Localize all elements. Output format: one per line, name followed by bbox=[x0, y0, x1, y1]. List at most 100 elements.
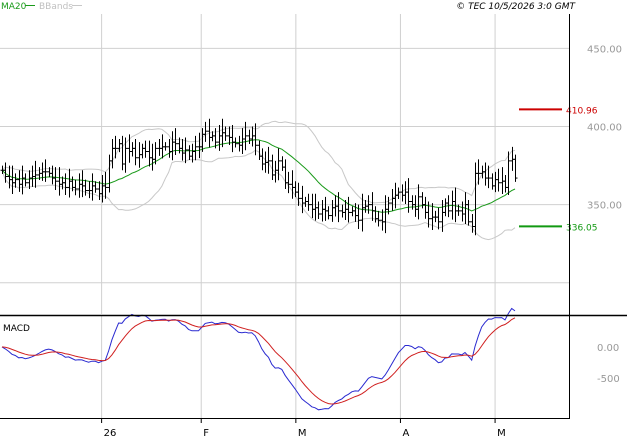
price-bar bbox=[383, 195, 388, 234]
price-bar bbox=[233, 137, 238, 148]
price-bar bbox=[140, 143, 145, 159]
price-bar bbox=[67, 168, 72, 198]
price-bar bbox=[320, 199, 325, 222]
price-bar bbox=[147, 140, 152, 167]
grid bbox=[0, 14, 569, 418]
price-bar bbox=[423, 196, 428, 219]
price-bar bbox=[57, 167, 62, 196]
price-bar bbox=[276, 148, 281, 181]
price-bar bbox=[120, 135, 125, 171]
price-bar bbox=[353, 203, 358, 222]
price-bar bbox=[3, 162, 8, 183]
price-bar bbox=[90, 173, 95, 201]
ma20-layer bbox=[1, 139, 516, 213]
price-bar bbox=[213, 128, 218, 149]
price-bars bbox=[0, 118, 518, 236]
price-bar bbox=[483, 162, 488, 186]
price-bar bbox=[436, 207, 441, 230]
macd-y-tick-label: -500 bbox=[597, 374, 620, 385]
price-bar bbox=[286, 171, 291, 194]
price-bar bbox=[356, 204, 361, 229]
bband-upper-line bbox=[1, 120, 516, 204]
price-bar bbox=[316, 201, 321, 219]
price-bar bbox=[53, 167, 58, 190]
price-bar bbox=[260, 148, 265, 171]
price-bar bbox=[103, 171, 108, 199]
price-bar bbox=[293, 181, 298, 198]
price-bar bbox=[163, 142, 168, 151]
price-bar bbox=[180, 139, 185, 161]
macd-line bbox=[1, 307, 516, 411]
price-bar bbox=[227, 126, 232, 145]
price-bar bbox=[360, 193, 365, 232]
price-bar bbox=[133, 139, 138, 166]
price-bar bbox=[406, 178, 411, 213]
price-bar bbox=[157, 139, 162, 156]
price-bar bbox=[326, 206, 331, 220]
price-bar bbox=[336, 192, 341, 223]
price-bar bbox=[396, 187, 401, 199]
price-bar bbox=[223, 126, 228, 141]
price-bar bbox=[150, 143, 155, 171]
price-bar bbox=[187, 145, 192, 160]
price-bar bbox=[240, 128, 245, 154]
copyright-label: © TEC 10/5/2026 3:0 GMT bbox=[456, 2, 576, 12]
level-label: 410.96 bbox=[566, 106, 598, 116]
price-bar bbox=[83, 179, 88, 196]
price-bar bbox=[130, 142, 135, 157]
signal-line bbox=[1, 317, 516, 405]
bbands-legend: BBands bbox=[39, 2, 73, 12]
price-bar bbox=[23, 173, 28, 187]
price-bar bbox=[173, 128, 178, 155]
price-bar bbox=[17, 170, 22, 192]
price-bar bbox=[170, 131, 175, 161]
price-bar bbox=[33, 160, 38, 188]
price-bar bbox=[13, 173, 18, 188]
price-bar bbox=[243, 121, 248, 151]
price-bar bbox=[257, 140, 262, 160]
price-bar bbox=[376, 210, 381, 227]
level-label: 336.05 bbox=[566, 223, 598, 233]
price-bar bbox=[500, 167, 505, 194]
price-bar bbox=[203, 121, 208, 142]
price-bar bbox=[306, 193, 311, 211]
price-bar bbox=[513, 154, 518, 182]
price-bar bbox=[466, 199, 471, 226]
macd-title: MACD bbox=[3, 324, 30, 334]
price-y-tick-label: 450.00 bbox=[587, 44, 622, 55]
x-tick-label: 26 bbox=[104, 428, 117, 439]
axes: 450.00 400.00 350.00 0.00 -500 26 F M A M bbox=[101, 44, 622, 439]
price-bar bbox=[366, 195, 371, 214]
price-bar bbox=[330, 199, 335, 222]
price-bar bbox=[123, 137, 128, 173]
price-bar bbox=[386, 196, 391, 215]
price-bar bbox=[193, 135, 198, 161]
price-bar bbox=[253, 123, 258, 156]
price-bar bbox=[217, 124, 222, 151]
price-bar bbox=[207, 118, 212, 148]
price-bar bbox=[486, 165, 491, 189]
ma20-legend: MA20 bbox=[1, 2, 27, 12]
price-bar bbox=[490, 173, 495, 190]
price-bar bbox=[73, 179, 78, 196]
price-bar bbox=[143, 140, 148, 158]
price-bar bbox=[340, 204, 345, 218]
price-bar bbox=[280, 156, 285, 171]
macd-y-tick-label: 0.00 bbox=[597, 343, 619, 354]
price-bar bbox=[290, 170, 295, 199]
bband-lower-line bbox=[1, 149, 516, 241]
price-levels: 410.96 336.05 bbox=[519, 106, 598, 233]
price-bar bbox=[107, 154, 112, 193]
x-tick-label: A bbox=[402, 428, 409, 439]
frame bbox=[0, 14, 627, 419]
price-bar bbox=[10, 165, 15, 194]
price-bar bbox=[43, 159, 48, 182]
price-bar bbox=[503, 174, 508, 193]
price-bar bbox=[496, 168, 501, 192]
price-y-tick-label: 400.00 bbox=[587, 123, 622, 134]
price-bar bbox=[127, 134, 132, 163]
price-bar bbox=[266, 146, 271, 174]
price-bar bbox=[346, 196, 351, 223]
price-bar bbox=[87, 181, 92, 199]
